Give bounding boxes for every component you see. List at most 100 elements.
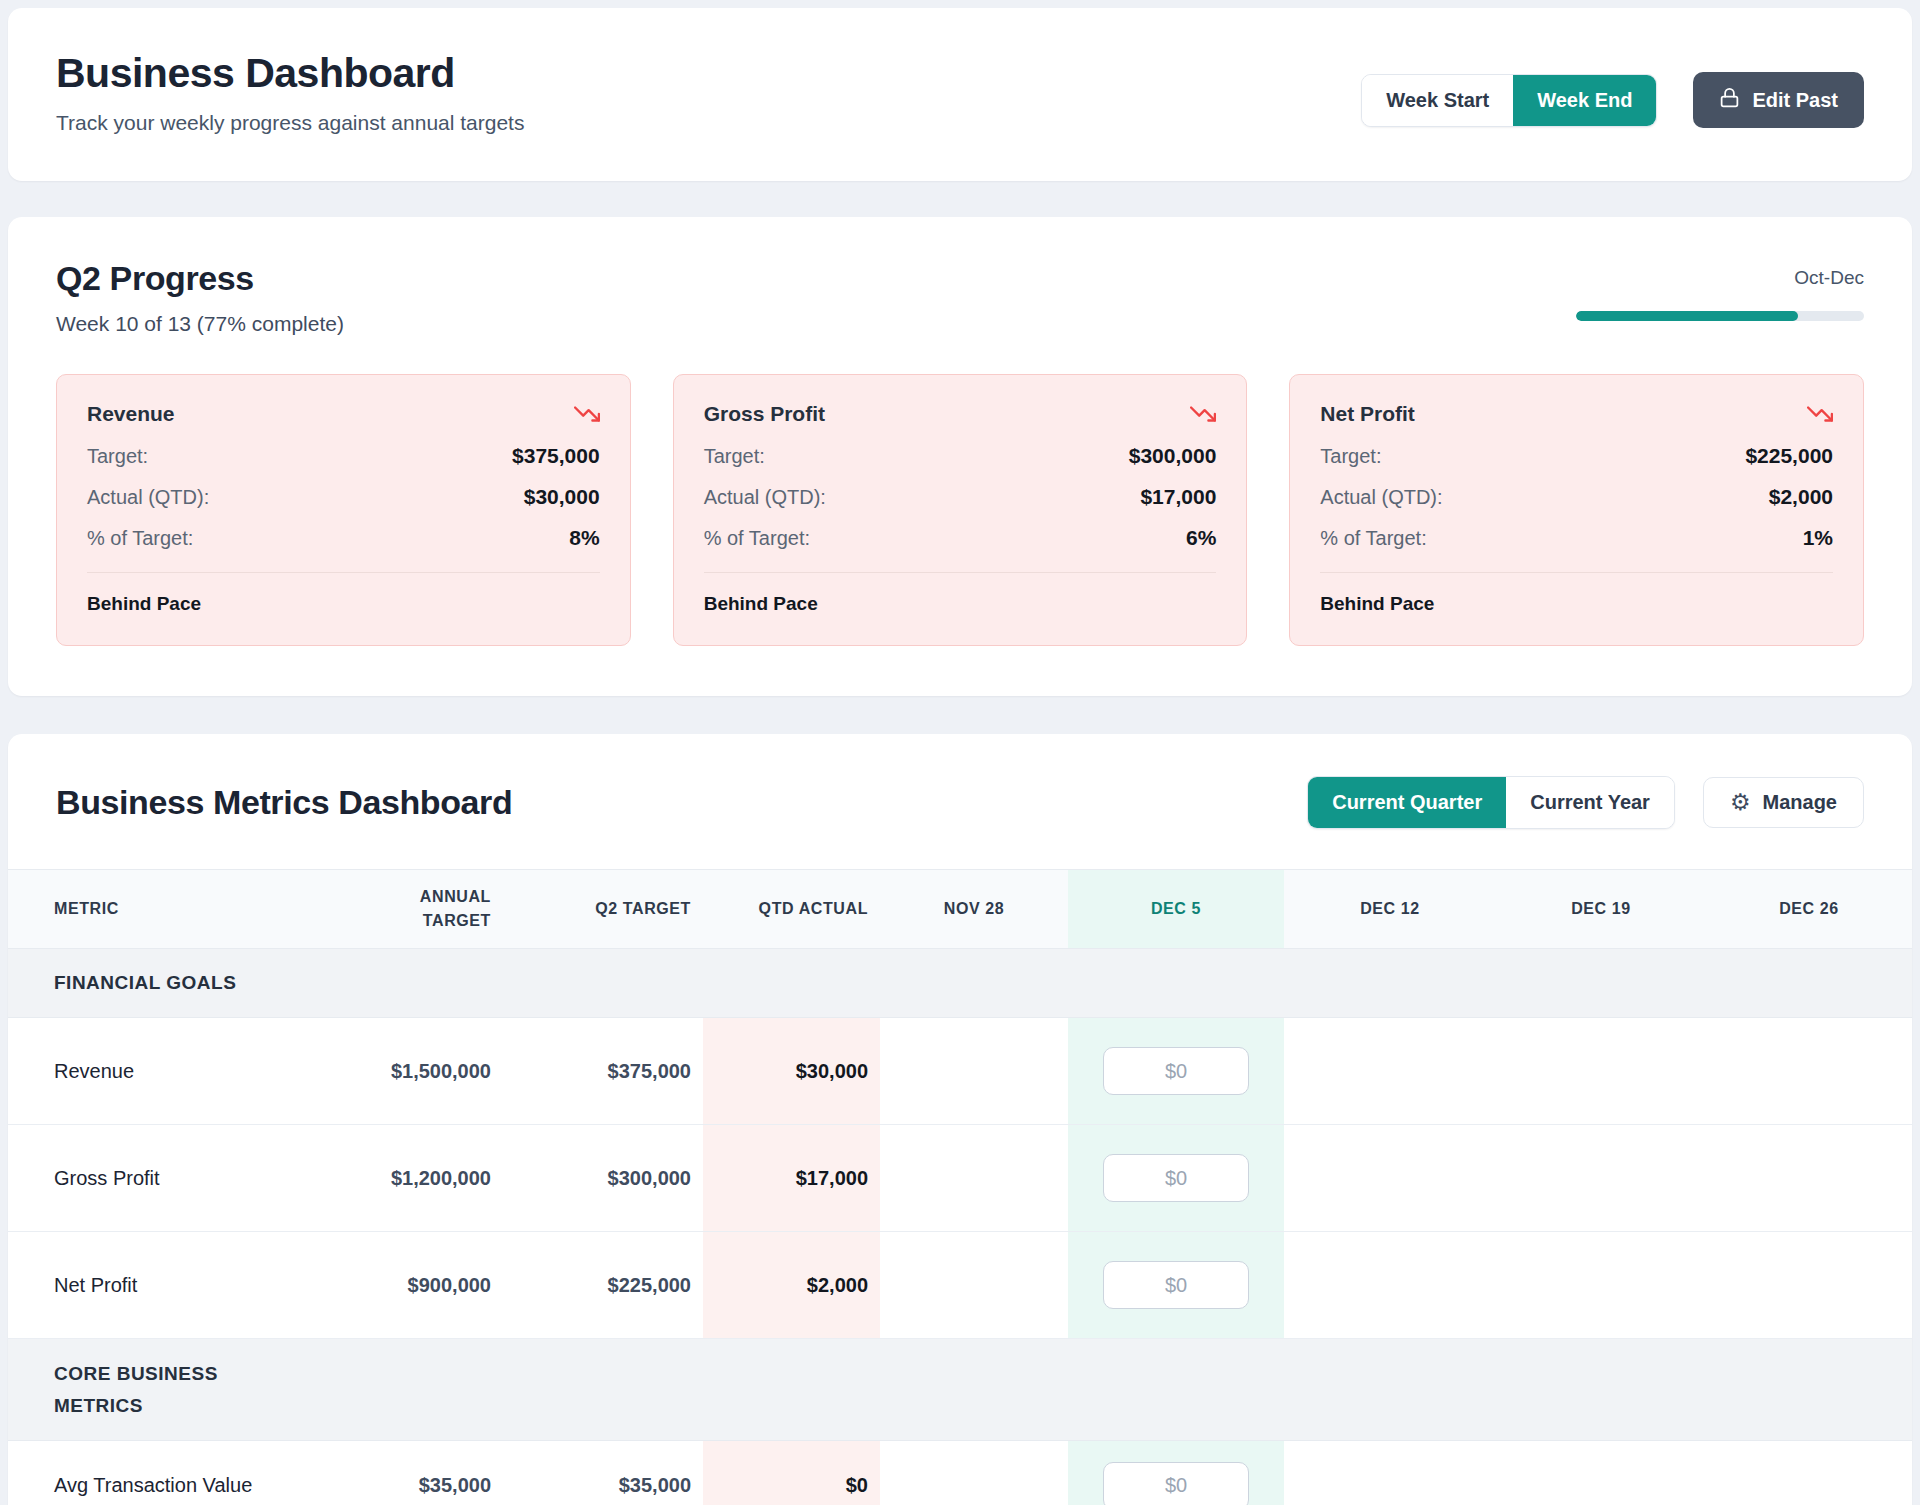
metrics-table: METRIC ANNUAL TARGET Q2 TARGET QTD ACTUA… [8, 869, 1912, 1505]
q2-target-value: $300,000 [503, 1167, 703, 1190]
q2-progress-titles: Q2 Progress Week 10 of 13 (77% complete) [56, 259, 344, 336]
q2-period-label: Oct-Dec [1794, 267, 1864, 289]
qtd-actual-value: $30,000 [703, 1018, 880, 1124]
manage-button[interactable]: ⚙ Manage [1703, 777, 1864, 828]
q2-progress-meta: Oct-Dec [1576, 267, 1864, 321]
kpi-card-revenue: Revenue Target: $375,000 Actual (QTD): $… [56, 374, 631, 646]
kpi-card-net-profit: Net Profit Target: $225,000 Actual (QTD)… [1289, 374, 1864, 646]
page-header: Business Dashboard Track your weekly pro… [8, 8, 1912, 181]
kpi-status-badge: Behind Pace [704, 593, 1217, 615]
metric-name: Avg Transaction Value [8, 1474, 308, 1497]
kpi-target-label: Target: [87, 445, 148, 468]
metrics-actions: Current Quarter Current Year ⚙ Manage [1307, 776, 1864, 829]
kpi-actual-label: Actual (QTD): [87, 486, 209, 509]
qtd-actual-value: $17,000 [703, 1125, 880, 1231]
kpi-pct-label: % of Target: [87, 527, 193, 550]
qtd-actual-value: $0 [703, 1441, 880, 1505]
kpi-target-label: Target: [704, 445, 765, 468]
trend-down-icon [1807, 401, 1833, 427]
metric-name: Net Profit [8, 1274, 308, 1297]
table-header-row: METRIC ANNUAL TARGET Q2 TARGET QTD ACTUA… [8, 869, 1912, 949]
q2-target-value: $35,000 [503, 1474, 703, 1497]
section-row-core-business-metrics: CORE BUSINESS METRICS [8, 1339, 1912, 1441]
kpi-row-target: Target: $300,000 [704, 444, 1217, 468]
week-value-input[interactable] [1103, 1261, 1249, 1309]
page-header-text: Business Dashboard Track your weekly pro… [56, 50, 524, 135]
section-label: FINANCIAL GOALS [8, 967, 236, 998]
column-header-dec-26: DEC 26 [1706, 900, 1912, 918]
week-start-button[interactable]: Week Start [1362, 75, 1513, 126]
kpi-row-pct: % of Target: 1% [1320, 526, 1833, 550]
section-label: CORE BUSINESS METRICS [8, 1358, 268, 1421]
q2-target-value: $225,000 [503, 1274, 703, 1297]
gear-icon: ⚙ [1730, 791, 1751, 814]
trend-down-icon [574, 401, 600, 427]
week-toggle: Week Start Week End [1361, 74, 1657, 127]
page-subtitle: Track your weekly progress against annua… [56, 111, 524, 135]
kpi-name: Net Profit [1320, 402, 1415, 426]
kpi-name: Revenue [87, 402, 175, 426]
week-value-input[interactable] [1103, 1462, 1249, 1505]
annual-target-value: $35,000 [308, 1474, 503, 1497]
kpi-pct-value: 8% [569, 526, 599, 550]
q2-target-value: $375,000 [503, 1060, 703, 1083]
q2-kpi-cards: Revenue Target: $375,000 Actual (QTD): $… [56, 374, 1864, 646]
kpi-card-header: Net Profit [1320, 401, 1833, 427]
annual-target-value: $900,000 [308, 1274, 503, 1297]
manage-label: Manage [1763, 791, 1837, 814]
table-row-revenue: Revenue $1,500,000 $375,000 $30,000 [8, 1018, 1912, 1125]
kpi-target-value: $300,000 [1129, 444, 1217, 468]
header-actions: Week Start Week End Edit Past [1361, 72, 1864, 128]
kpi-status-badge: Behind Pace [87, 593, 600, 615]
week-cell-dec-5 [1068, 1125, 1284, 1231]
section-row-financial-goals: FINANCIAL GOALS [8, 949, 1912, 1018]
annual-target-value: $1,500,000 [308, 1060, 503, 1083]
week-value-input[interactable] [1103, 1154, 1249, 1202]
kpi-row-pct: % of Target: 6% [704, 526, 1217, 550]
kpi-pct-label: % of Target: [704, 527, 810, 550]
trend-down-icon [1190, 401, 1216, 427]
kpi-actual-label: Actual (QTD): [1320, 486, 1442, 509]
column-header-dec-5: DEC 5 [1068, 870, 1284, 948]
metric-name: Revenue [8, 1060, 308, 1083]
metric-name: Gross Profit [8, 1167, 308, 1190]
q2-progress-header: Q2 Progress Week 10 of 13 (77% complete)… [56, 259, 1864, 336]
q2-progress-subtitle: Week 10 of 13 (77% complete) [56, 312, 344, 336]
q2-progress-title: Q2 Progress [56, 259, 344, 298]
metrics-header: Business Metrics Dashboard Current Quart… [8, 776, 1912, 829]
table-row-net-profit: Net Profit $900,000 $225,000 $2,000 [8, 1232, 1912, 1339]
kpi-name: Gross Profit [704, 402, 825, 426]
kpi-card-gross-profit: Gross Profit Target: $300,000 Actual (QT… [673, 374, 1248, 646]
kpi-row-target: Target: $375,000 [87, 444, 600, 468]
week-value-input[interactable] [1103, 1047, 1249, 1095]
kpi-status-badge: Behind Pace [1320, 593, 1833, 615]
kpi-row-pct: % of Target: 8% [87, 526, 600, 550]
table-row-avg-transaction-value: Avg Transaction Value $35,000 $35,000 $0 [8, 1441, 1912, 1505]
edit-past-label: Edit Past [1752, 89, 1838, 112]
kpi-card-header: Gross Profit [704, 401, 1217, 427]
kpi-pct-value: 6% [1186, 526, 1216, 550]
kpi-divider [1320, 572, 1833, 573]
week-cell-dec-5 [1068, 1232, 1284, 1338]
kpi-pct-value: 1% [1803, 526, 1833, 550]
kpi-actual-label: Actual (QTD): [704, 486, 826, 509]
column-header-annual-target: ANNUAL TARGET [308, 885, 503, 933]
edit-past-button[interactable]: Edit Past [1693, 72, 1864, 128]
kpi-divider [704, 572, 1217, 573]
q2-progress-bar-fill [1576, 311, 1798, 321]
column-header-q2-target: Q2 TARGET [503, 900, 703, 918]
metrics-title: Business Metrics Dashboard [56, 783, 512, 822]
week-cell-dec-5 [1068, 1441, 1284, 1505]
kpi-row-actual: Actual (QTD): $2,000 [1320, 485, 1833, 509]
period-toggle: Current Quarter Current Year [1307, 776, 1675, 829]
current-quarter-button[interactable]: Current Quarter [1308, 777, 1506, 828]
kpi-divider [87, 572, 600, 573]
qtd-actual-value: $2,000 [703, 1232, 880, 1338]
q2-progress-section: Q2 Progress Week 10 of 13 (77% complete)… [8, 217, 1912, 696]
kpi-card-header: Revenue [87, 401, 600, 427]
current-year-button[interactable]: Current Year [1506, 777, 1674, 828]
table-row-gross-profit: Gross Profit $1,200,000 $300,000 $17,000 [8, 1125, 1912, 1232]
kpi-actual-value: $30,000 [524, 485, 600, 509]
business-metrics-section: Business Metrics Dashboard Current Quart… [8, 734, 1912, 1505]
week-end-button[interactable]: Week End [1513, 75, 1656, 126]
